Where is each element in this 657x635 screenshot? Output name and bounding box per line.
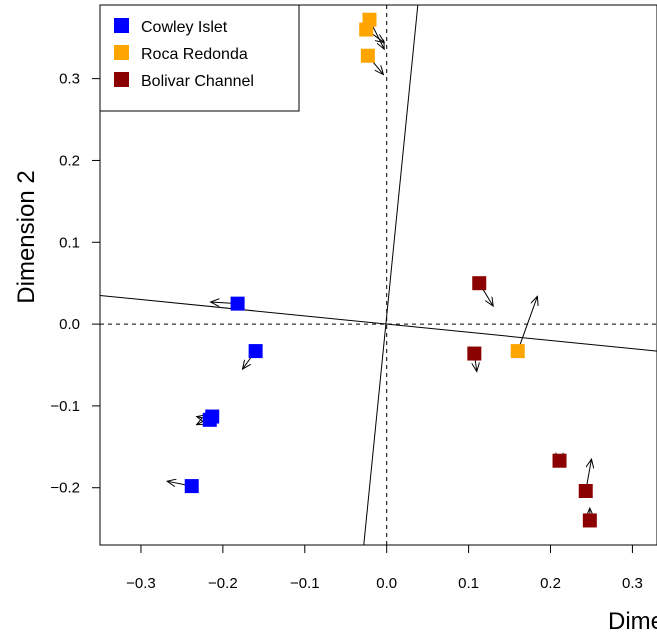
x-tick-label: −0.1 bbox=[290, 575, 320, 592]
y-axis-title: Dimension 2 bbox=[13, 170, 40, 303]
principal-axis-line bbox=[100, 294, 657, 352]
cowley-islet-point bbox=[248, 344, 263, 359]
legend-label: Cowley Islet bbox=[141, 19, 228, 36]
bolivar-channel-point bbox=[582, 513, 597, 528]
y-tick-label: 0.3 bbox=[59, 71, 80, 88]
cowley-islet-point bbox=[202, 412, 217, 427]
legend-swatch bbox=[114, 18, 129, 33]
bolivar-channel-point bbox=[472, 276, 487, 291]
y-tick-label: 0.1 bbox=[59, 234, 80, 251]
legend-swatch bbox=[114, 45, 129, 60]
plot-frame bbox=[99, 4, 657, 546]
legend: Cowley Islet Roca Redonda Bolivar Channel bbox=[99, 4, 300, 112]
roca-redonda-point bbox=[360, 48, 375, 63]
principal-axis-line bbox=[363, 5, 419, 545]
legend-label: Bolivar Channel bbox=[141, 73, 254, 90]
x-tick-label: −0.2 bbox=[208, 575, 238, 592]
x-tick-label: 0.3 bbox=[622, 575, 643, 592]
bolivar-channel-point bbox=[467, 346, 482, 361]
y-tick-label: 0.0 bbox=[59, 316, 80, 333]
bolivar-channel-point bbox=[578, 484, 593, 498]
x-tick-label: 0.0 bbox=[376, 575, 397, 592]
x-tick-label: 0.1 bbox=[458, 575, 479, 592]
cowley-islet-point bbox=[184, 479, 199, 494]
roca-redonda-arrow bbox=[517, 296, 538, 352]
legend-swatch bbox=[114, 72, 129, 87]
x-axis-title: Dimension 1 bbox=[608, 608, 657, 635]
y-tick-label: −0.1 bbox=[50, 398, 80, 415]
legend-box bbox=[99, 4, 300, 112]
y-tick-label: −0.2 bbox=[50, 480, 80, 497]
cowley-islet-point bbox=[230, 296, 245, 311]
roca-redonda-point bbox=[359, 22, 374, 37]
x-tick-label: −0.3 bbox=[126, 575, 156, 592]
roca-redonda-point bbox=[510, 344, 525, 359]
bolivar-channel-point bbox=[552, 453, 567, 468]
x-tick-label: 0.2 bbox=[540, 575, 561, 592]
legend-label: Roca Redonda bbox=[141, 46, 248, 63]
y-tick-label: 0.2 bbox=[59, 152, 80, 169]
